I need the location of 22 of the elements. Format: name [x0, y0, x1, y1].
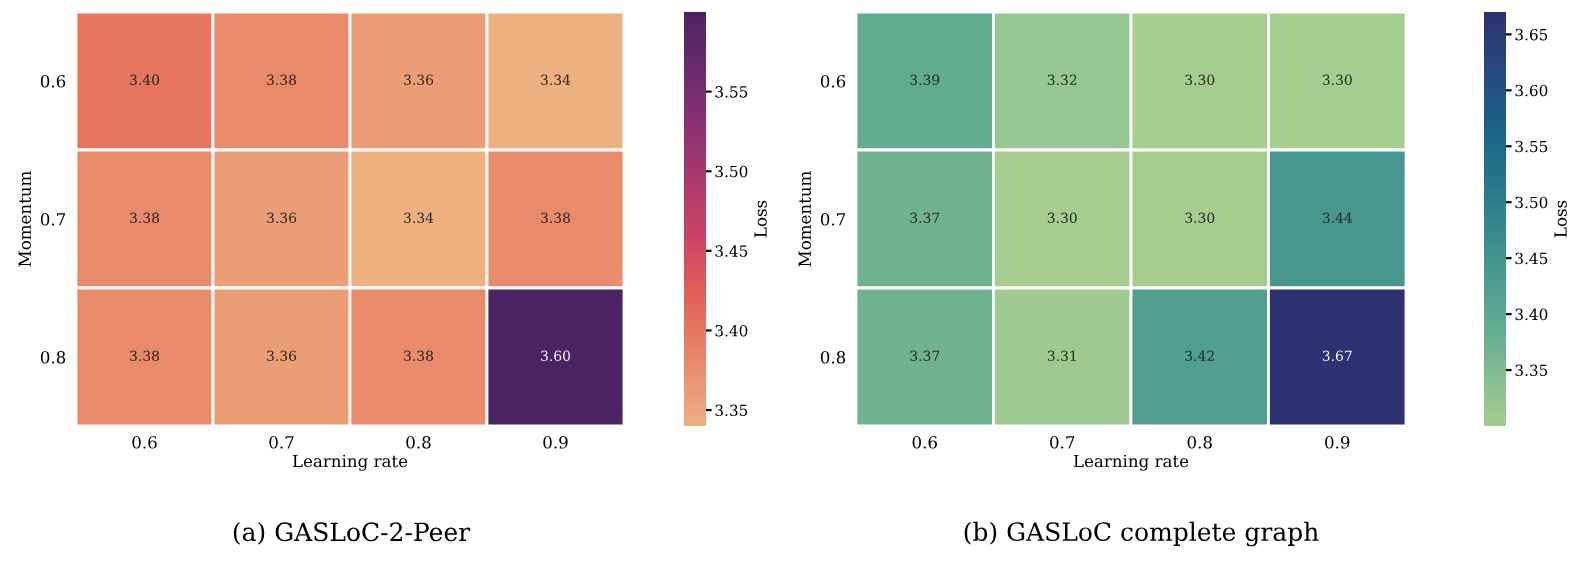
- y-axis-title: Momentum: [18, 171, 31, 267]
- y-tick-label: 0.8: [820, 350, 846, 364]
- y-tick-label: 0.6: [40, 74, 66, 88]
- y-tick-label: 0.7: [40, 212, 66, 226]
- color-bar-title: Loss: [1554, 200, 1567, 238]
- x-tick-label: 0.7: [269, 436, 294, 449]
- x-tick-label: 0.8: [406, 436, 431, 449]
- x-tick-label: 0.9: [543, 436, 568, 449]
- x-axis-title: Learning rate: [1073, 454, 1189, 471]
- y-tick-label: 0.7: [820, 212, 846, 226]
- text: (b) GASLoC complete graph: [964, 521, 1319, 547]
- x-tick-label: 0.8: [1187, 436, 1212, 449]
- y-axis-title: Momentum: [798, 171, 811, 267]
- x-axis-title: Learning rate: [292, 454, 408, 471]
- text: (a) GASLoC-2-Peer: [233, 521, 471, 545]
- y-tick-label: 0.8: [40, 350, 66, 364]
- color-bar-title: Loss: [754, 200, 767, 238]
- y-tick-label: 0.6: [820, 74, 846, 88]
- x-tick-label: 0.9: [1325, 436, 1350, 449]
- x-tick-label: 0.7: [1050, 436, 1075, 449]
- x-tick-label: 0.6: [132, 436, 157, 449]
- x-tick-label: 0.6: [912, 436, 937, 449]
